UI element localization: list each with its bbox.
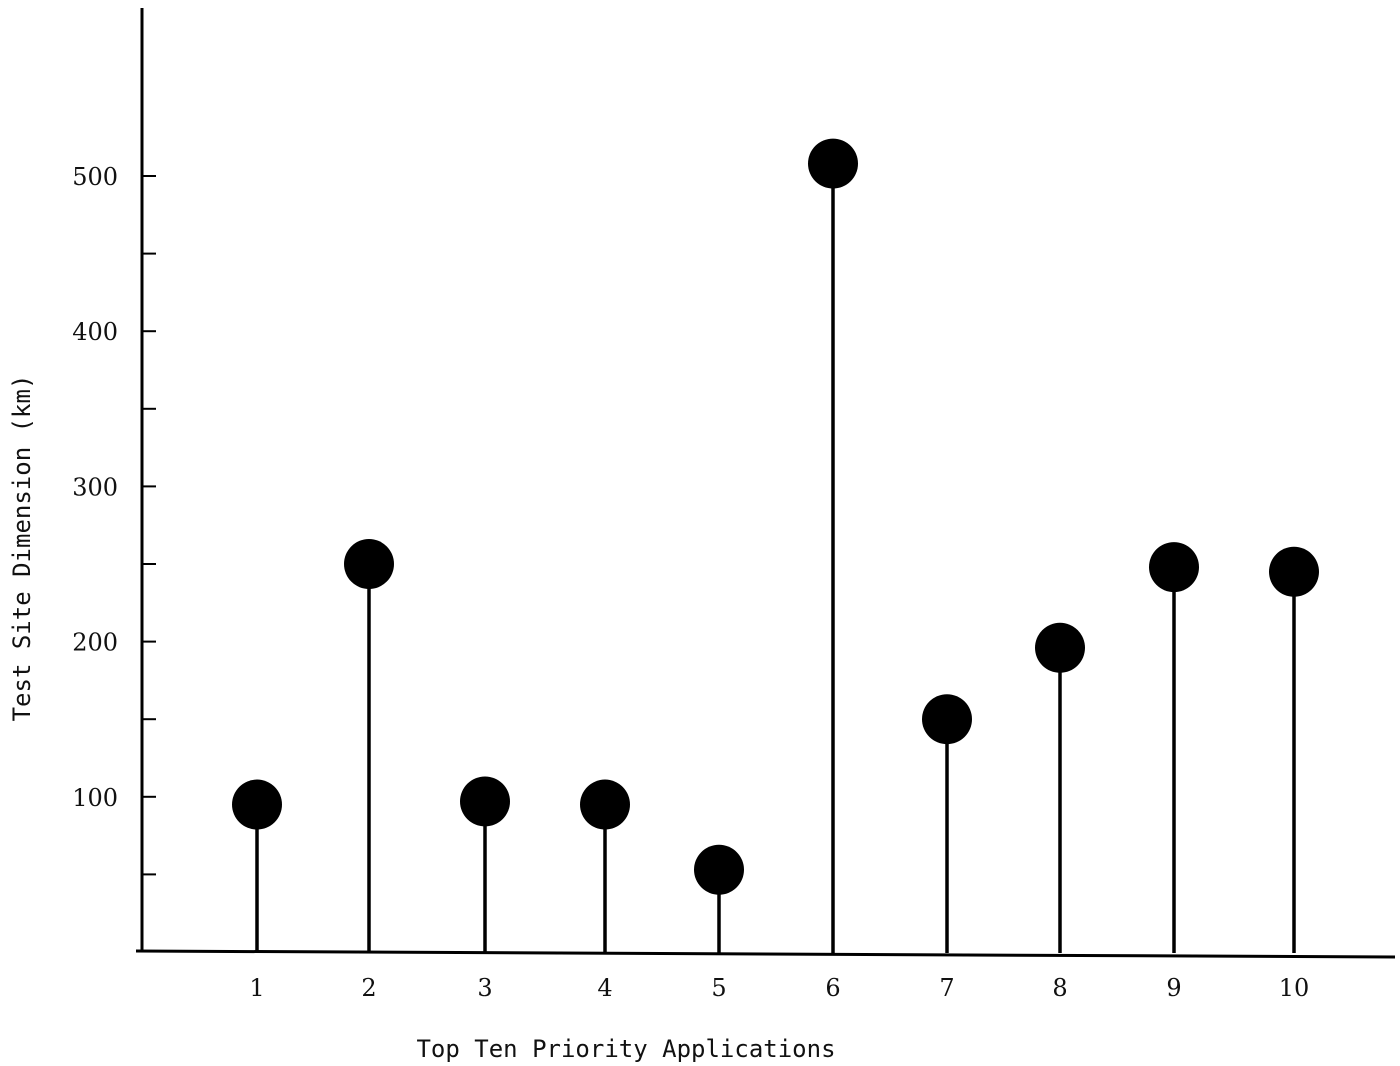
marker-8 <box>1035 622 1085 673</box>
marker-10 <box>1269 546 1319 597</box>
marker-5 <box>694 844 744 895</box>
x-tick-label-2: 2 <box>361 974 376 1002</box>
x-tick-label-1: 1 <box>249 974 264 1002</box>
y-ticks: 100 200 300 400 500 <box>72 163 156 876</box>
x-tick-label-10: 10 <box>1279 974 1310 1002</box>
x-tick-label-4: 4 <box>597 974 612 1002</box>
marker-7 <box>922 694 972 745</box>
marker-4 <box>580 779 630 830</box>
marker-3 <box>460 776 510 827</box>
y-axis-title: Test Site Dimension (km) <box>8 375 36 722</box>
y-tick-label-100: 100 <box>72 784 118 812</box>
y-tick-label-500: 500 <box>72 163 118 191</box>
y-tick-label-300: 300 <box>72 473 118 501</box>
markers <box>232 138 1319 895</box>
marker-2 <box>344 539 394 589</box>
axes <box>135 8 1396 959</box>
x-tick-label-7: 7 <box>939 974 954 1002</box>
stems <box>255 163 1296 953</box>
x-tick-label-5: 5 <box>711 974 726 1002</box>
x-tick-label-6: 6 <box>825 974 840 1002</box>
x-tick-label-3: 3 <box>477 974 492 1002</box>
x-tick-label-9: 9 <box>1166 974 1181 1002</box>
x-tick-label-8: 8 <box>1052 974 1067 1002</box>
y-tick-label-400: 400 <box>72 318 118 346</box>
marker-9 <box>1149 542 1199 593</box>
x-axis-line <box>135 949 1396 959</box>
marker-1 <box>232 779 282 830</box>
marker-6 <box>808 138 858 189</box>
y-tick-label-200: 200 <box>72 629 118 657</box>
x-tick-labels: 1 2 3 4 5 6 7 8 9 10 <box>249 974 1309 1002</box>
x-axis-title: Top Ten Priority Applications <box>416 1035 835 1063</box>
